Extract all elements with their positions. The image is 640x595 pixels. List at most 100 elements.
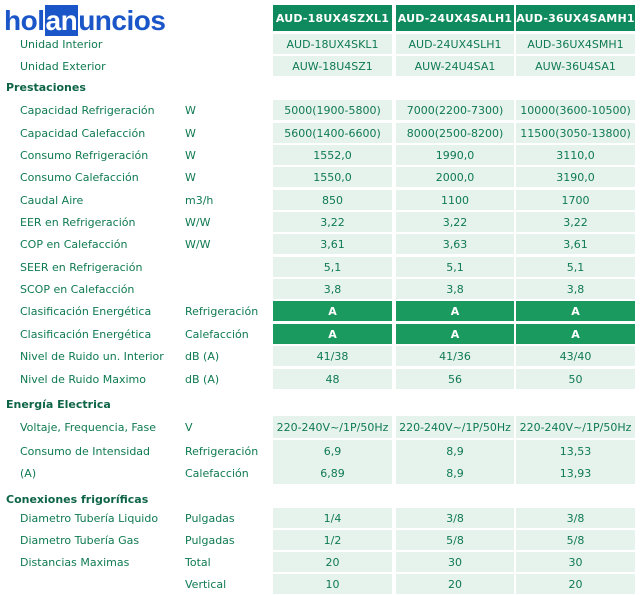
row-label-int_cal: (A) (20, 466, 37, 480)
value-cop-1: 3,61 (273, 234, 392, 254)
row-unit-dist_vert: Vertical (185, 577, 227, 591)
value-exterior-1: AUW-18U4SZ1 (273, 56, 392, 76)
row-label-cap_ref: Capacidad Refrigeración (20, 103, 155, 117)
row-label-interior: Unidad Interior (20, 37, 103, 51)
row-label-scop: SCOP en Calefacción (20, 282, 135, 296)
value-voltaje-3: 220-240V~/1P/50Hz (516, 416, 635, 438)
row-unit-clas_ref: Refrigeración (185, 304, 259, 318)
value-exterior-3: AUW-36U4SA1 (516, 56, 635, 76)
row-unit-clas_cal: Calefacción (185, 327, 249, 341)
value-ruido_max-1: 48 (273, 369, 392, 389)
value-liquido-1: 1/4 (273, 508, 392, 528)
value-cap_ref-3: 10000(3600-10500) (516, 100, 635, 120)
value-interior-2: AUD-24UX4SLH1 (396, 34, 514, 54)
value-scop-3: 3,8 (516, 279, 635, 299)
value-cap_cal-2: 8000(2500-8200) (396, 123, 514, 143)
value-gas-2: 5/8 (396, 530, 514, 550)
row-unit-cop: W/W (185, 237, 211, 251)
row-unit-gas: Pulgadas (185, 533, 235, 547)
value-gas-1: 1/2 (273, 530, 392, 550)
value-eer-2: 3,22 (396, 212, 514, 232)
value-clas_ref-2: A (396, 301, 514, 321)
value-cons_cal-3: 3190,0 (516, 167, 635, 187)
value-clas_ref-3: A (516, 301, 635, 321)
value-cons_cal-1: 1550,0 (273, 167, 392, 187)
section-conexiones: Conexiones frigoríficas (6, 492, 149, 506)
row-unit-cap_cal: W (185, 126, 196, 140)
row-unit-int_ref: Refrigeración (185, 444, 259, 458)
value-ruido_int-1: 41/38 (273, 346, 392, 366)
value-clas_cal-1: A (273, 324, 392, 344)
value-cop-3: 3,61 (516, 234, 635, 254)
row-label-cop: COP en Calefacción (20, 237, 128, 251)
row-unit-liquido: Pulgadas (185, 511, 235, 525)
row-label-eer: EER en Refrigeración (20, 215, 136, 229)
row-unit-voltaje: V (185, 420, 193, 434)
site-logo: holanuncios (4, 5, 166, 36)
row-unit-int_cal: Calefacción (185, 466, 249, 480)
value-scop-1: 3,8 (273, 279, 392, 299)
header-model-1: AUD-18UX4SZXL1 (273, 5, 392, 31)
value-cons_ref-2: 1990,0 (396, 145, 514, 165)
value-dist_total-2: 30 (396, 552, 514, 572)
value-voltaje-2: 220-240V~/1P/50Hz (396, 416, 514, 438)
value-dist_vert-1: 10 (273, 574, 392, 594)
value-caudal-3: 1700 (516, 190, 635, 210)
row-label-gas: Diametro Tubería Gas (20, 533, 140, 547)
value-int_cal-1: 6,89 (273, 462, 392, 484)
row-label-clas_cal: Clasificación Energética (20, 327, 152, 341)
row-unit-ruido_max: dB (A) (185, 372, 220, 386)
value-cap_ref-1: 5000(1900-5800) (273, 100, 392, 120)
value-ruido_int-3: 43/40 (516, 346, 635, 366)
value-ruido_max-2: 56 (396, 369, 514, 389)
row-unit-eer: W/W (185, 215, 211, 229)
row-unit-cap_ref: W (185, 103, 196, 117)
value-clas_cal-3: A (516, 324, 635, 344)
logo-text-3: uncios (78, 5, 166, 36)
row-label-dist_total: Distancias Maximas (20, 555, 130, 569)
value-seer-2: 5,1 (396, 257, 514, 277)
row-label-clas_ref: Clasificación Energética (20, 304, 152, 318)
value-clas_cal-2: A (396, 324, 514, 344)
row-label-cons_ref: Consumo Refrigeración (20, 148, 149, 162)
value-eer-1: 3,22 (273, 212, 392, 232)
value-caudal-1: 850 (273, 190, 392, 210)
value-int_cal-3: 13,93 (516, 462, 635, 484)
section-energia: Energía Electrica (6, 397, 111, 411)
row-label-int_ref: Consumo de Intensidad (20, 444, 151, 458)
value-caudal-2: 1100 (396, 190, 514, 210)
row-label-ruido_max: Nivel de Ruido Maximo (20, 372, 146, 386)
value-eer-3: 3,22 (516, 212, 635, 232)
value-clas_ref-1: A (273, 301, 392, 321)
header-model-2: AUD-24UX4SALH1 (396, 5, 514, 31)
value-int_ref-3: 13,53 (516, 440, 635, 462)
value-interior-1: AUD-18UX4SKL1 (273, 34, 392, 54)
value-cons_cal-2: 2000,0 (396, 167, 514, 187)
row-label-liquido: Diametro Tubería Liquido (20, 511, 159, 525)
value-cons_ref-3: 3110,0 (516, 145, 635, 165)
logo-text-2: an (44, 5, 79, 36)
value-cons_ref-1: 1552,0 (273, 145, 392, 165)
value-liquido-3: 3/8 (516, 508, 635, 528)
value-voltaje-1: 220-240V~/1P/50Hz (273, 416, 392, 438)
value-int_ref-2: 8,9 (396, 440, 514, 462)
value-int_cal-2: 8,9 (396, 462, 514, 484)
row-label-dist_vert (20, 573, 185, 595)
row-unit-ruido_int: dB (A) (185, 349, 220, 363)
row-label-voltaje: Voltaje, Frequencia, Fase (20, 420, 156, 434)
value-exterior-2: AUW-24U4SA1 (396, 56, 514, 76)
value-interior-3: AUD-36UX4SMH1 (516, 34, 635, 54)
value-ruido_max-3: 50 (516, 369, 635, 389)
value-dist_vert-2: 20 (396, 574, 514, 594)
value-dist_total-1: 20 (273, 552, 392, 572)
row-label-caudal: Caudal Aire (20, 193, 84, 207)
value-cop-2: 3,63 (396, 234, 514, 254)
row-unit-dist_total: Total (185, 555, 211, 569)
value-int_ref-1: 6,9 (273, 440, 392, 462)
value-dist_total-3: 30 (516, 552, 635, 572)
value-gas-3: 5/8 (516, 530, 635, 550)
value-ruido_int-2: 41/36 (396, 346, 514, 366)
row-label-cons_cal: Consumo Calefacción (20, 170, 139, 184)
row-unit-caudal: m3/h (185, 193, 214, 207)
row-unit-cons_ref: W (185, 148, 196, 162)
